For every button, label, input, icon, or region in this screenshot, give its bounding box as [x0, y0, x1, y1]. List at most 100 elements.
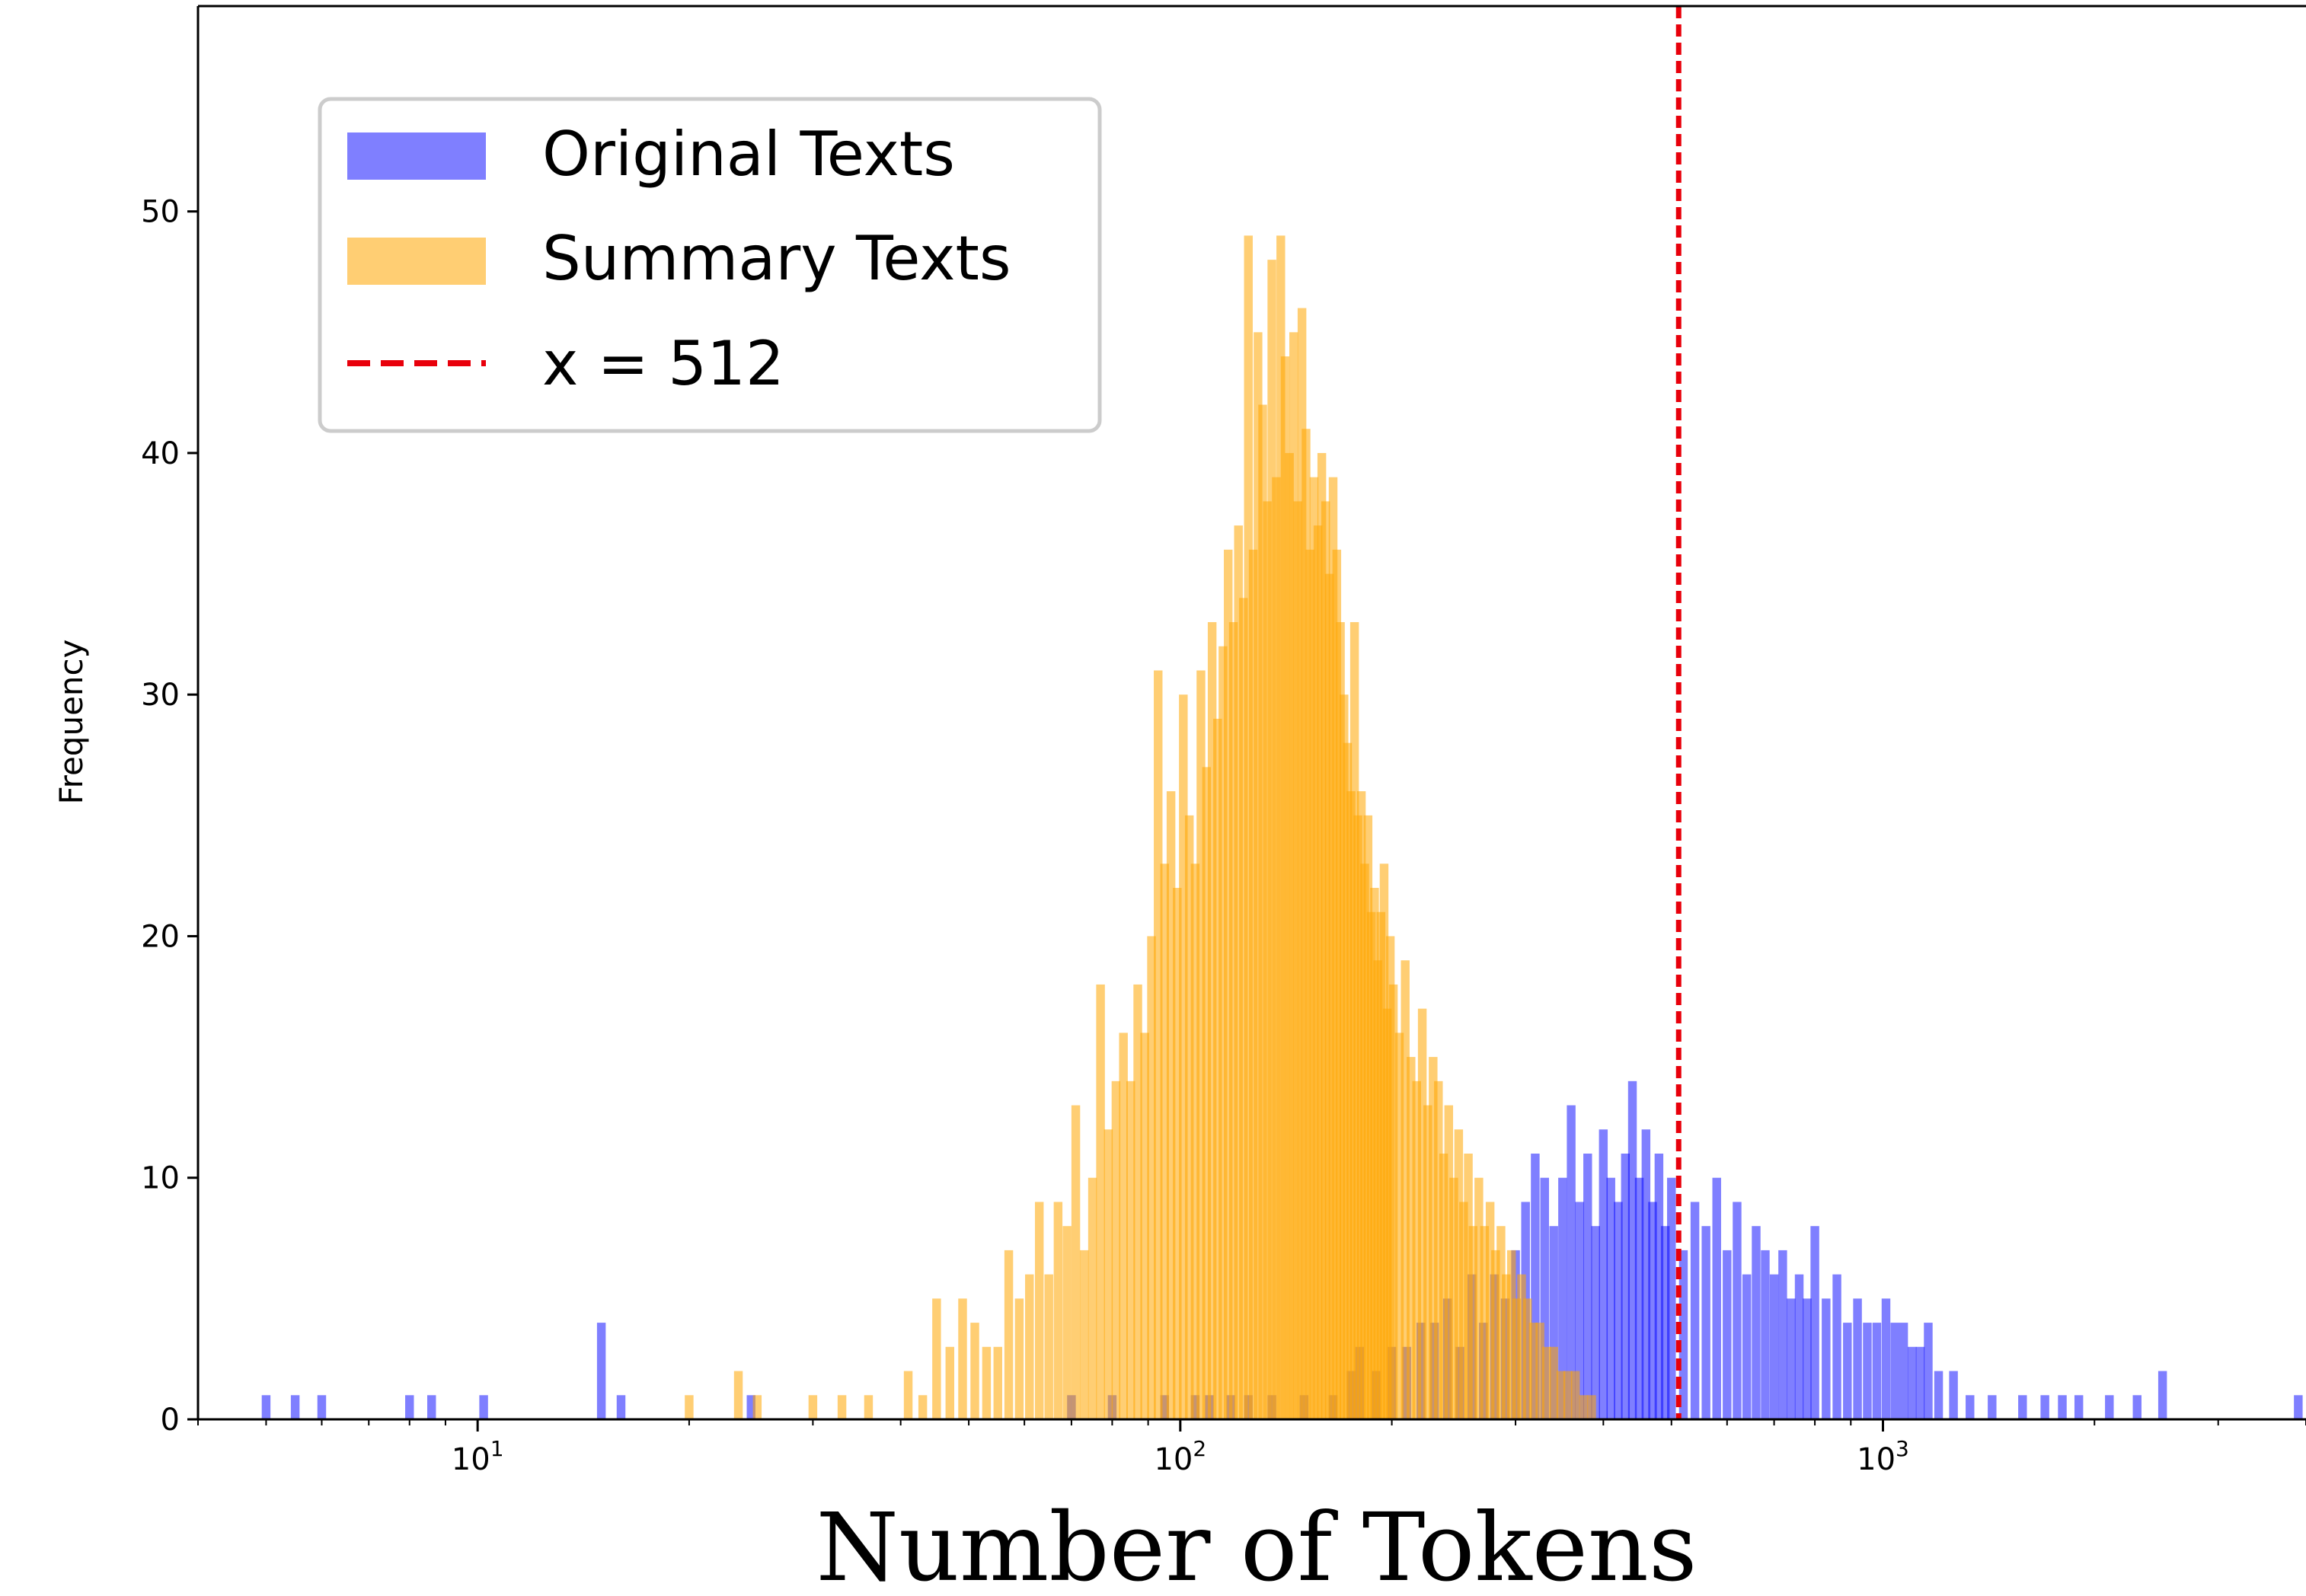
original-bar — [317, 1395, 327, 1419]
original-bar — [2105, 1395, 2114, 1419]
summary-bar — [1258, 404, 1267, 1419]
original-bar — [1733, 1202, 1742, 1419]
summary-bar — [1088, 1177, 1097, 1419]
summary-bar — [1267, 260, 1276, 1419]
summary-bar — [1248, 549, 1258, 1419]
original-bar — [2018, 1395, 2027, 1419]
original-bar — [1853, 1298, 1862, 1419]
original-bar — [2040, 1395, 2049, 1419]
summary-bar — [970, 1323, 979, 1419]
summary-bar — [1439, 1154, 1448, 1419]
summary-bar — [1429, 1057, 1438, 1419]
summary-bar — [1239, 598, 1248, 1419]
summary-bar — [958, 1298, 967, 1419]
original-bar — [2157, 1371, 2167, 1419]
summary-bar — [993, 1346, 1002, 1419]
original-bar — [1606, 1177, 1615, 1419]
summary-bar — [1496, 1226, 1506, 1419]
summary-bar — [1528, 1323, 1538, 1419]
summary-bar — [1160, 863, 1169, 1419]
summary-bar — [1579, 1395, 1589, 1419]
summary-bar — [808, 1395, 818, 1419]
original-bar — [1872, 1323, 1882, 1419]
original-bar — [1621, 1154, 1630, 1419]
summary-bar — [1394, 1033, 1404, 1419]
original-bar — [261, 1395, 271, 1419]
summary-bar — [1541, 1346, 1551, 1419]
x-axis-label: Number of Tokens — [816, 1493, 1697, 1596]
original-bar — [1678, 1250, 1688, 1419]
original-bar — [1907, 1346, 1917, 1419]
original-bar — [1966, 1395, 1975, 1419]
summary-bar — [1166, 791, 1176, 1419]
summary-bar — [932, 1298, 941, 1419]
legend-swatch-original-texts — [347, 132, 486, 180]
y-tick-label: 40 — [141, 436, 180, 471]
summary-bar — [1224, 549, 1233, 1419]
summary-bar — [1234, 525, 1243, 1419]
summary-bar — [1034, 1202, 1044, 1419]
series-summary-texts — [685, 235, 1596, 1420]
original-bar — [1924, 1323, 1933, 1419]
original-bar — [1787, 1298, 1796, 1419]
summary-bar — [1468, 1226, 1477, 1419]
original-bar — [2294, 1395, 2303, 1419]
summary-bar — [685, 1395, 694, 1419]
y-tick-label: 50 — [141, 195, 180, 230]
original-bar — [1822, 1298, 1831, 1419]
summary-bar — [1014, 1298, 1024, 1419]
summary-bar — [1502, 1274, 1511, 1419]
legend-swatch-summary-texts — [347, 238, 486, 285]
original-bar — [1549, 1226, 1558, 1419]
original-bar — [1723, 1250, 1732, 1419]
summary-bar — [1407, 1057, 1416, 1419]
summary-bar — [1556, 1371, 1566, 1419]
summary-bar — [1517, 1274, 1526, 1419]
summary-bar — [1096, 984, 1105, 1419]
summary-bar — [1464, 1154, 1473, 1419]
original-bar — [1540, 1177, 1549, 1419]
summary-bar — [1491, 1250, 1500, 1419]
legend-label-reference-line: x = 512 — [542, 328, 784, 399]
original-bar — [1648, 1202, 1657, 1419]
summary-bar — [1111, 1080, 1121, 1419]
original-bar — [1761, 1250, 1770, 1419]
summary-bar — [945, 1346, 955, 1419]
original-bar — [1558, 1177, 1567, 1419]
original-bar — [1949, 1371, 1958, 1419]
original-bar — [2132, 1395, 2142, 1419]
summary-bar — [1512, 1298, 1522, 1419]
original-bar — [1769, 1274, 1779, 1419]
original-bar — [1778, 1250, 1787, 1419]
summary-bar — [1133, 984, 1142, 1419]
original-bar — [2074, 1395, 2084, 1419]
summary-bar — [918, 1395, 928, 1419]
original-bar — [1832, 1274, 1841, 1419]
original-bar — [2058, 1395, 2067, 1419]
summary-bar — [1423, 1105, 1432, 1419]
original-bar — [1641, 1129, 1651, 1419]
summary-bar — [903, 1371, 913, 1419]
summary-bar — [1053, 1202, 1063, 1419]
original-bar — [1690, 1202, 1700, 1419]
summary-bar — [1119, 1033, 1128, 1419]
summary-bar — [1071, 1105, 1081, 1419]
summary-bar — [1276, 235, 1286, 1419]
summary-bar — [864, 1395, 874, 1419]
y-tick-label: 0 — [161, 1403, 180, 1438]
summary-bar — [1570, 1371, 1580, 1419]
original-bar — [1899, 1323, 1908, 1419]
summary-bar — [1190, 863, 1200, 1419]
original-bar — [1667, 1177, 1676, 1419]
summary-bar — [1213, 718, 1222, 1419]
original-bar — [479, 1395, 488, 1419]
summary-bar — [1154, 670, 1163, 1419]
summary-bar — [1535, 1323, 1544, 1419]
summary-bar — [733, 1371, 743, 1419]
original-bar — [746, 1395, 755, 1419]
summary-bar — [1272, 477, 1281, 1420]
original-bar — [1660, 1226, 1670, 1419]
legend-label-summary-texts: Summary Texts — [542, 223, 1011, 294]
original-bar — [1810, 1226, 1819, 1419]
